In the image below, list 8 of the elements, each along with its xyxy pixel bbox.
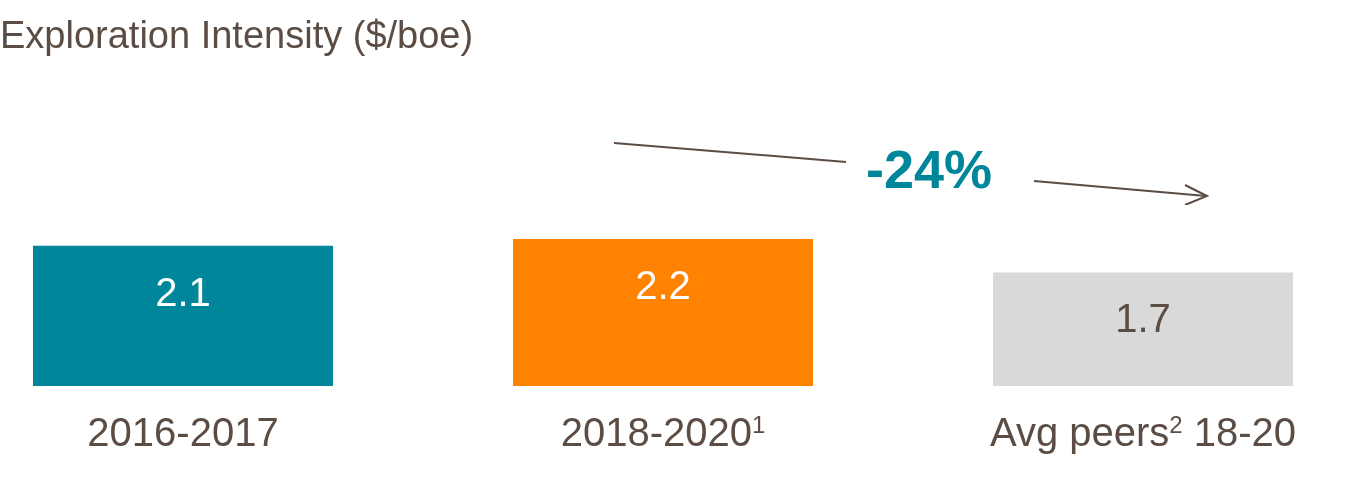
data-label: 1.7 xyxy=(1115,296,1171,341)
x-tick-label: Avg peers$^{2}$ 18-20 xyxy=(989,410,1297,454)
data-label: 2.1 xyxy=(155,269,211,314)
x-tick-label: 2016-2017 xyxy=(87,410,279,454)
text: -24% xyxy=(866,138,993,200)
chart-title: Exploration Intensity ($/boe) xyxy=(0,14,474,57)
x-tick-label: 2018-2020$^{1}$ xyxy=(560,410,766,454)
data-label: 2.2 xyxy=(635,263,691,307)
